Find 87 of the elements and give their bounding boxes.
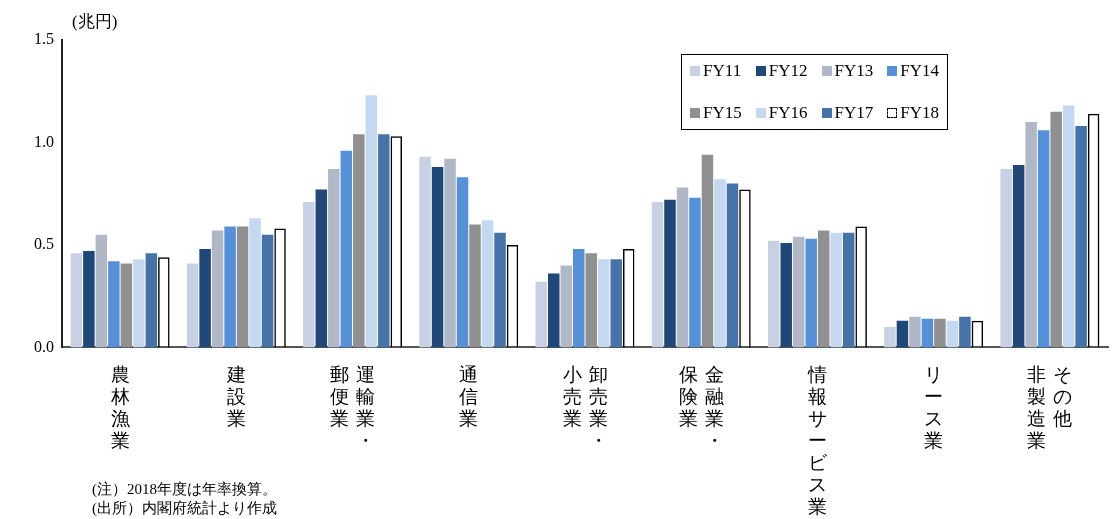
legend-label: FY18 xyxy=(900,103,939,123)
bar xyxy=(145,253,158,348)
bar xyxy=(548,273,560,348)
bar xyxy=(1062,105,1075,348)
bar xyxy=(365,95,378,348)
bar xyxy=(676,187,689,348)
y-axis-title: (兆円) xyxy=(72,11,118,33)
legend-label: FY15 xyxy=(703,103,742,123)
bar xyxy=(909,316,921,348)
bar xyxy=(133,259,145,348)
legend-label: FY11 xyxy=(703,61,742,81)
legend-label: FY16 xyxy=(768,103,808,123)
bar xyxy=(249,218,261,348)
y-tick-label: 0.5 xyxy=(34,235,54,253)
bar xyxy=(1050,111,1062,348)
bar xyxy=(494,232,506,348)
bar xyxy=(456,177,469,348)
bar xyxy=(535,281,548,348)
bar xyxy=(70,253,83,348)
category-label: 運輸業・郵便業 xyxy=(330,364,376,451)
bar xyxy=(792,236,805,348)
x-tick-label: 通信業 xyxy=(459,364,479,430)
bar xyxy=(780,242,792,348)
bar xyxy=(431,167,444,348)
category-label: その他非製造業 xyxy=(1027,364,1073,451)
bar xyxy=(1075,126,1087,348)
bar xyxy=(651,201,664,348)
bar xyxy=(934,318,946,348)
legend-label: FY17 xyxy=(834,103,874,123)
bar xyxy=(120,263,133,348)
bar xyxy=(199,249,211,348)
bar xyxy=(95,234,108,348)
bar xyxy=(701,154,714,348)
x-tick-label: 農林漁業 xyxy=(110,364,130,452)
bar xyxy=(83,251,95,348)
bar xyxy=(224,226,236,348)
bar xyxy=(419,156,431,348)
bar xyxy=(340,150,353,348)
bar xyxy=(236,226,249,348)
text: (注）2018年度は年率換算。 xyxy=(92,480,277,499)
bar xyxy=(328,169,340,348)
bar xyxy=(597,259,610,348)
bar xyxy=(303,201,315,348)
bar xyxy=(378,134,390,348)
legend-label: FY12 xyxy=(768,61,808,81)
bar xyxy=(560,265,573,348)
bar xyxy=(921,318,934,348)
bar xyxy=(444,158,456,348)
bar xyxy=(817,230,830,348)
legend-label: FY14 xyxy=(900,61,939,81)
bar xyxy=(714,179,726,348)
bar xyxy=(805,238,817,348)
bar xyxy=(896,320,909,348)
bar xyxy=(261,234,274,348)
y-tick-label: 0.0 xyxy=(34,337,54,355)
bar xyxy=(664,199,676,348)
bar xyxy=(353,134,365,348)
bar xyxy=(1037,130,1050,348)
bar xyxy=(1012,165,1025,348)
category-label: 卸売業・小売業 xyxy=(562,364,608,451)
bar xyxy=(585,253,597,348)
legend-label: FY13 xyxy=(834,61,874,81)
bar xyxy=(573,249,585,348)
bar xyxy=(946,320,959,348)
bar xyxy=(767,240,780,348)
text: (出所）内閣府統計より作成 xyxy=(92,499,277,518)
bar xyxy=(726,183,739,348)
bar xyxy=(842,232,855,348)
x-tick-label: 情報サービス業 xyxy=(807,364,827,518)
bar xyxy=(1025,121,1037,348)
bar xyxy=(1000,169,1012,348)
bar xyxy=(469,224,481,348)
category-label: 金融業・保険業 xyxy=(678,364,724,451)
bar xyxy=(186,263,199,348)
bar xyxy=(610,259,622,348)
bar xyxy=(481,220,494,348)
bar xyxy=(959,316,971,348)
x-tick-label: 建設業 xyxy=(226,364,246,430)
bar xyxy=(689,197,701,348)
bar xyxy=(884,326,896,348)
bar xyxy=(315,189,328,348)
bar xyxy=(211,230,224,348)
y-tick-label: 1.0 xyxy=(34,132,54,150)
x-tick-label: リース業 xyxy=(924,364,944,452)
bar xyxy=(108,261,120,348)
bar xyxy=(830,232,842,348)
y-tick-label: 1.5 xyxy=(34,30,54,48)
